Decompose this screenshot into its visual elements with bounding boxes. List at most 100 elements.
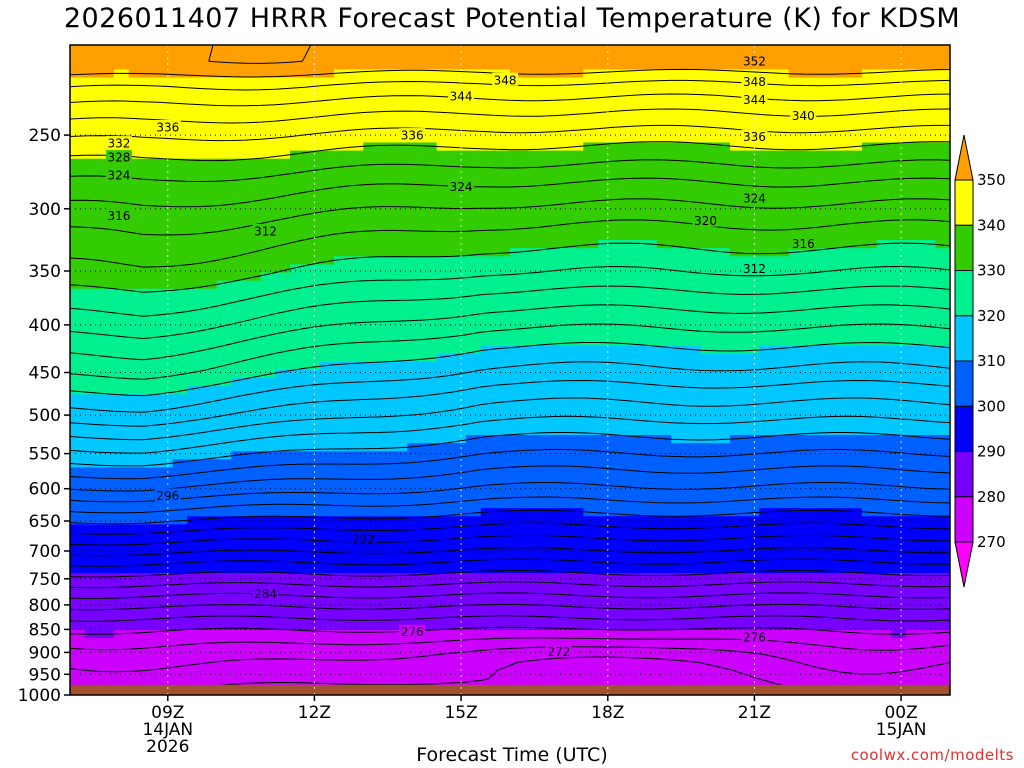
theta-cell — [906, 378, 922, 387]
theta-cell — [612, 240, 628, 249]
theta-cell — [524, 410, 540, 420]
theta-cell — [539, 166, 555, 176]
theta-cell — [246, 256, 262, 265]
theta-cell — [260, 166, 276, 176]
theta-cell — [216, 77, 232, 87]
theta-cell — [304, 337, 320, 347]
theta-cell — [730, 410, 746, 420]
theta-cell — [627, 118, 643, 127]
theta-cell — [876, 150, 892, 160]
theta-cell — [832, 475, 848, 485]
theta-cell — [730, 605, 746, 615]
theta-cell — [818, 240, 834, 249]
theta-cell — [744, 516, 760, 525]
theta-cell — [290, 296, 306, 306]
theta-cell — [143, 166, 159, 176]
theta-cell — [539, 61, 555, 70]
theta-cell — [832, 101, 848, 111]
theta-cell — [920, 256, 936, 265]
theta-cell — [568, 548, 584, 558]
theta-cell — [700, 223, 716, 233]
theta-cell — [128, 288, 144, 298]
theta-cell — [920, 386, 936, 395]
theta-cell — [319, 142, 335, 152]
theta-cell — [788, 264, 804, 274]
theta-cell — [70, 69, 86, 79]
theta-cell — [231, 516, 247, 525]
colorbar-segment — [954, 315, 974, 362]
theta-cell — [744, 605, 760, 615]
theta-cell — [788, 491, 804, 501]
theta-cell — [700, 207, 716, 217]
theta-cell — [759, 215, 775, 225]
theta-cell — [363, 565, 379, 574]
theta-cell — [260, 378, 276, 387]
theta-cell — [759, 451, 775, 460]
theta-cell — [128, 573, 144, 582]
theta-cell — [774, 613, 790, 623]
theta-cell — [539, 223, 555, 233]
theta-cell — [304, 402, 320, 412]
theta-cell — [143, 215, 159, 225]
theta-cell — [246, 597, 262, 607]
theta-cell — [187, 378, 203, 387]
theta-cell — [202, 166, 218, 176]
theta-cell — [187, 524, 203, 534]
theta-cell — [334, 678, 350, 688]
theta-cell — [451, 410, 467, 420]
theta-cell — [774, 630, 790, 639]
theta-cell — [70, 654, 86, 664]
theta-cell — [686, 508, 702, 517]
theta-cell — [275, 581, 291, 590]
theta-cell — [818, 142, 834, 152]
theta-cell — [187, 638, 203, 647]
theta-cell — [407, 532, 423, 542]
theta-cell — [818, 475, 834, 485]
theta-cell — [906, 126, 922, 135]
theta-cell — [656, 345, 672, 355]
theta-cell — [466, 500, 482, 509]
theta-cell — [363, 500, 379, 509]
theta-cell — [891, 516, 907, 525]
theta-cell — [319, 280, 335, 290]
svg-text:324: 324 — [107, 169, 130, 183]
theta-cell — [862, 353, 878, 363]
theta-cell — [466, 150, 482, 160]
theta-cell — [906, 491, 922, 501]
theta-cell — [495, 175, 511, 184]
theta-cell — [627, 532, 643, 542]
theta-cell — [818, 491, 834, 501]
theta-cell — [84, 61, 100, 70]
theta-cell — [686, 280, 702, 290]
theta-cell — [334, 402, 350, 412]
theta-cell — [158, 621, 174, 631]
theta-cell — [290, 638, 306, 647]
theta-cell — [656, 321, 672, 330]
theta-cell — [363, 175, 379, 184]
theta-cell — [862, 500, 878, 509]
theta-cell — [803, 256, 819, 265]
theta-cell — [231, 402, 247, 412]
theta-cell — [70, 467, 86, 477]
theta-cell — [568, 638, 584, 647]
theta-cell — [202, 532, 218, 542]
theta-cell — [216, 337, 232, 347]
theta-cell — [524, 199, 540, 209]
theta-cell — [935, 175, 950, 184]
theta-cell — [598, 451, 614, 460]
theta-cell — [686, 77, 702, 87]
theta-cell — [480, 670, 496, 680]
theta-cell — [392, 142, 408, 152]
theta-cell — [128, 231, 144, 241]
theta-cell — [231, 207, 247, 217]
theta-cell — [466, 565, 482, 574]
theta-cell — [480, 231, 496, 241]
theta-cell — [862, 207, 878, 217]
theta-cell — [378, 646, 394, 655]
theta-cell — [598, 540, 614, 550]
theta-cell — [730, 459, 746, 469]
theta-cell — [495, 191, 511, 200]
theta-cell — [202, 524, 218, 534]
theta-cell — [774, 573, 790, 582]
theta-cell — [407, 459, 423, 469]
